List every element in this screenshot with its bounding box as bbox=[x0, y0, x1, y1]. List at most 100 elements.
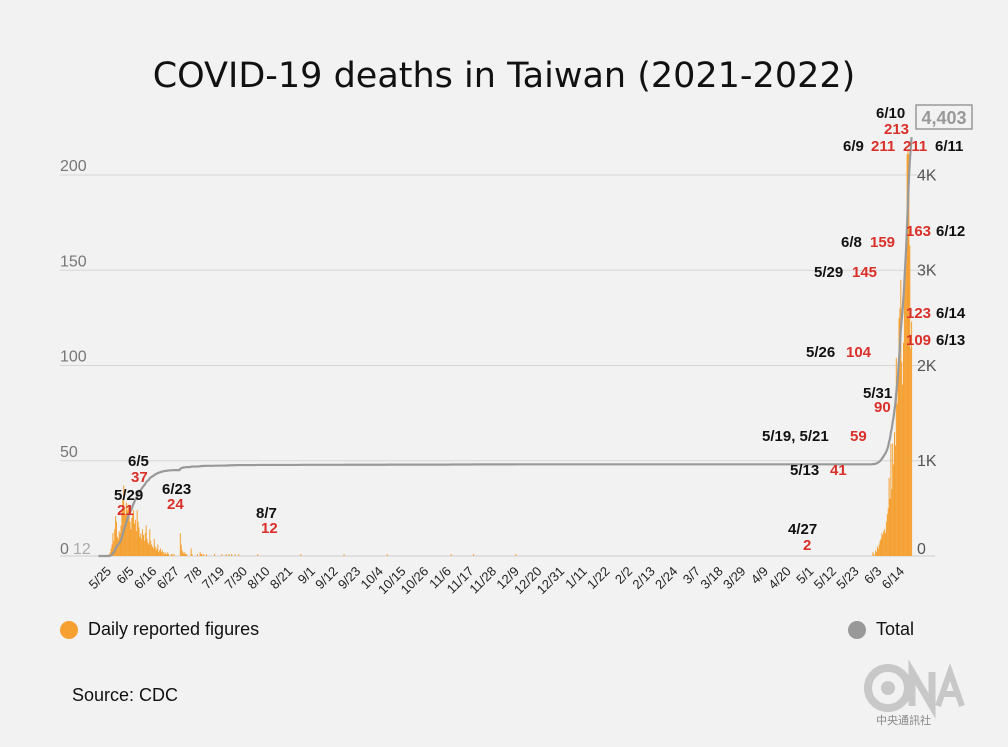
annotation-value: 104 bbox=[846, 344, 872, 361]
daily-bar bbox=[157, 544, 159, 556]
total-label-box bbox=[915, 104, 973, 130]
right-tick-label: 4K bbox=[917, 168, 937, 185]
daily-bar bbox=[875, 550, 877, 556]
x-tick-label: 7/19 bbox=[199, 564, 228, 593]
daily-bar bbox=[910, 348, 912, 556]
daily-bar bbox=[145, 525, 147, 556]
daily-bar bbox=[186, 554, 188, 556]
annotation-value: 21 bbox=[117, 502, 134, 519]
daily-bar bbox=[906, 154, 908, 557]
x-tick-label: 6/14 bbox=[879, 564, 908, 593]
x-tick-label: 2/13 bbox=[629, 564, 658, 593]
daily-bar bbox=[122, 498, 124, 556]
x-tick-label: 7/30 bbox=[222, 564, 251, 593]
daily-bar bbox=[115, 521, 117, 556]
daily-bar bbox=[119, 533, 121, 556]
daily-bar bbox=[158, 552, 160, 556]
daily-bar bbox=[159, 550, 161, 556]
daily-bar bbox=[191, 554, 193, 556]
daily-bar bbox=[892, 443, 894, 556]
daily-bar bbox=[167, 552, 169, 556]
annotation-value: 163 bbox=[906, 223, 931, 240]
daily-bar bbox=[123, 485, 125, 556]
annotation-value: 123 bbox=[906, 305, 931, 322]
annotation-value: 109 bbox=[906, 332, 931, 349]
daily-bar bbox=[131, 517, 133, 556]
daily-bar bbox=[165, 554, 167, 556]
x-tick-label: 3/29 bbox=[720, 564, 749, 593]
y-tick-label: 50 bbox=[60, 444, 78, 461]
daily-bar bbox=[881, 533, 883, 556]
legend-daily-swatch bbox=[60, 620, 78, 639]
x-tick-label: 4/20 bbox=[765, 564, 794, 593]
daily-bar bbox=[135, 531, 137, 556]
x-tick-label: 5/12 bbox=[811, 564, 840, 593]
logo-text: 中央通訊社 bbox=[876, 715, 931, 727]
daily-bar bbox=[872, 552, 874, 556]
daily-bar bbox=[473, 554, 475, 556]
annotation-date: 5/13 bbox=[790, 462, 819, 479]
daily-bar bbox=[343, 554, 345, 556]
annotation-date: 6/23 bbox=[162, 481, 191, 498]
x-tick-label: 8/21 bbox=[267, 564, 296, 593]
daily-bar bbox=[139, 536, 141, 556]
daily-bar bbox=[153, 538, 155, 556]
daily-bar bbox=[183, 554, 185, 556]
daily-bar bbox=[901, 361, 903, 556]
daily-bar bbox=[891, 489, 893, 556]
legend-total: Total bbox=[848, 619, 914, 640]
daily-bar bbox=[143, 540, 145, 556]
daily-bar bbox=[201, 554, 203, 556]
daily-bar bbox=[205, 554, 207, 556]
daily-bar bbox=[238, 554, 240, 556]
daily-bar bbox=[114, 529, 116, 556]
x-tick-label: 3/18 bbox=[697, 564, 726, 593]
x-tick-label: 1/22 bbox=[584, 564, 613, 593]
daily-bar bbox=[221, 554, 223, 556]
daily-bar bbox=[902, 384, 904, 556]
daily-bar bbox=[148, 544, 150, 556]
daily-bar bbox=[152, 548, 154, 556]
daily-bar bbox=[199, 552, 201, 556]
daily-bar bbox=[879, 540, 881, 556]
daily-bar bbox=[450, 554, 452, 556]
daily-bar bbox=[887, 508, 889, 556]
annotation-date: 5/29 bbox=[114, 487, 143, 504]
daily-bar bbox=[140, 533, 142, 556]
annotation-date: 6/8 bbox=[841, 234, 862, 251]
daily-bar bbox=[150, 540, 152, 556]
daily-bar bbox=[129, 521, 131, 556]
daily-bar bbox=[155, 550, 157, 556]
daily-bar bbox=[179, 533, 181, 556]
annotation-value: 24 bbox=[167, 496, 184, 513]
daily-bar bbox=[883, 531, 885, 556]
daily-bar bbox=[126, 510, 128, 556]
daily-bar bbox=[154, 546, 156, 556]
daily-bar bbox=[124, 514, 126, 556]
daily-bar bbox=[225, 554, 227, 556]
daily-bar bbox=[136, 510, 138, 556]
daily-bar bbox=[894, 445, 896, 556]
daily-bar bbox=[160, 548, 162, 556]
daily-bar bbox=[156, 548, 158, 556]
daily-bar bbox=[899, 308, 901, 556]
x-tick-label: 6/27 bbox=[154, 564, 183, 593]
daily-bar bbox=[151, 546, 153, 556]
daily-bar bbox=[138, 527, 140, 556]
daily-bar bbox=[161, 550, 163, 556]
daily-bar bbox=[180, 544, 182, 556]
daily-bar bbox=[903, 270, 905, 556]
daily-bar bbox=[141, 538, 143, 556]
daily-bar bbox=[147, 542, 149, 556]
daily-bar bbox=[190, 548, 192, 556]
annotation-date: 6/9 bbox=[843, 138, 864, 155]
daily-bar bbox=[904, 260, 906, 556]
x-tick-label: 9/23 bbox=[335, 564, 364, 593]
daily-bar bbox=[878, 544, 880, 556]
daily-bar bbox=[115, 515, 117, 556]
daily-bar bbox=[873, 554, 875, 556]
daily-bar bbox=[133, 523, 135, 556]
daily-bar bbox=[909, 245, 911, 557]
annotation-value: 2 bbox=[803, 537, 811, 554]
